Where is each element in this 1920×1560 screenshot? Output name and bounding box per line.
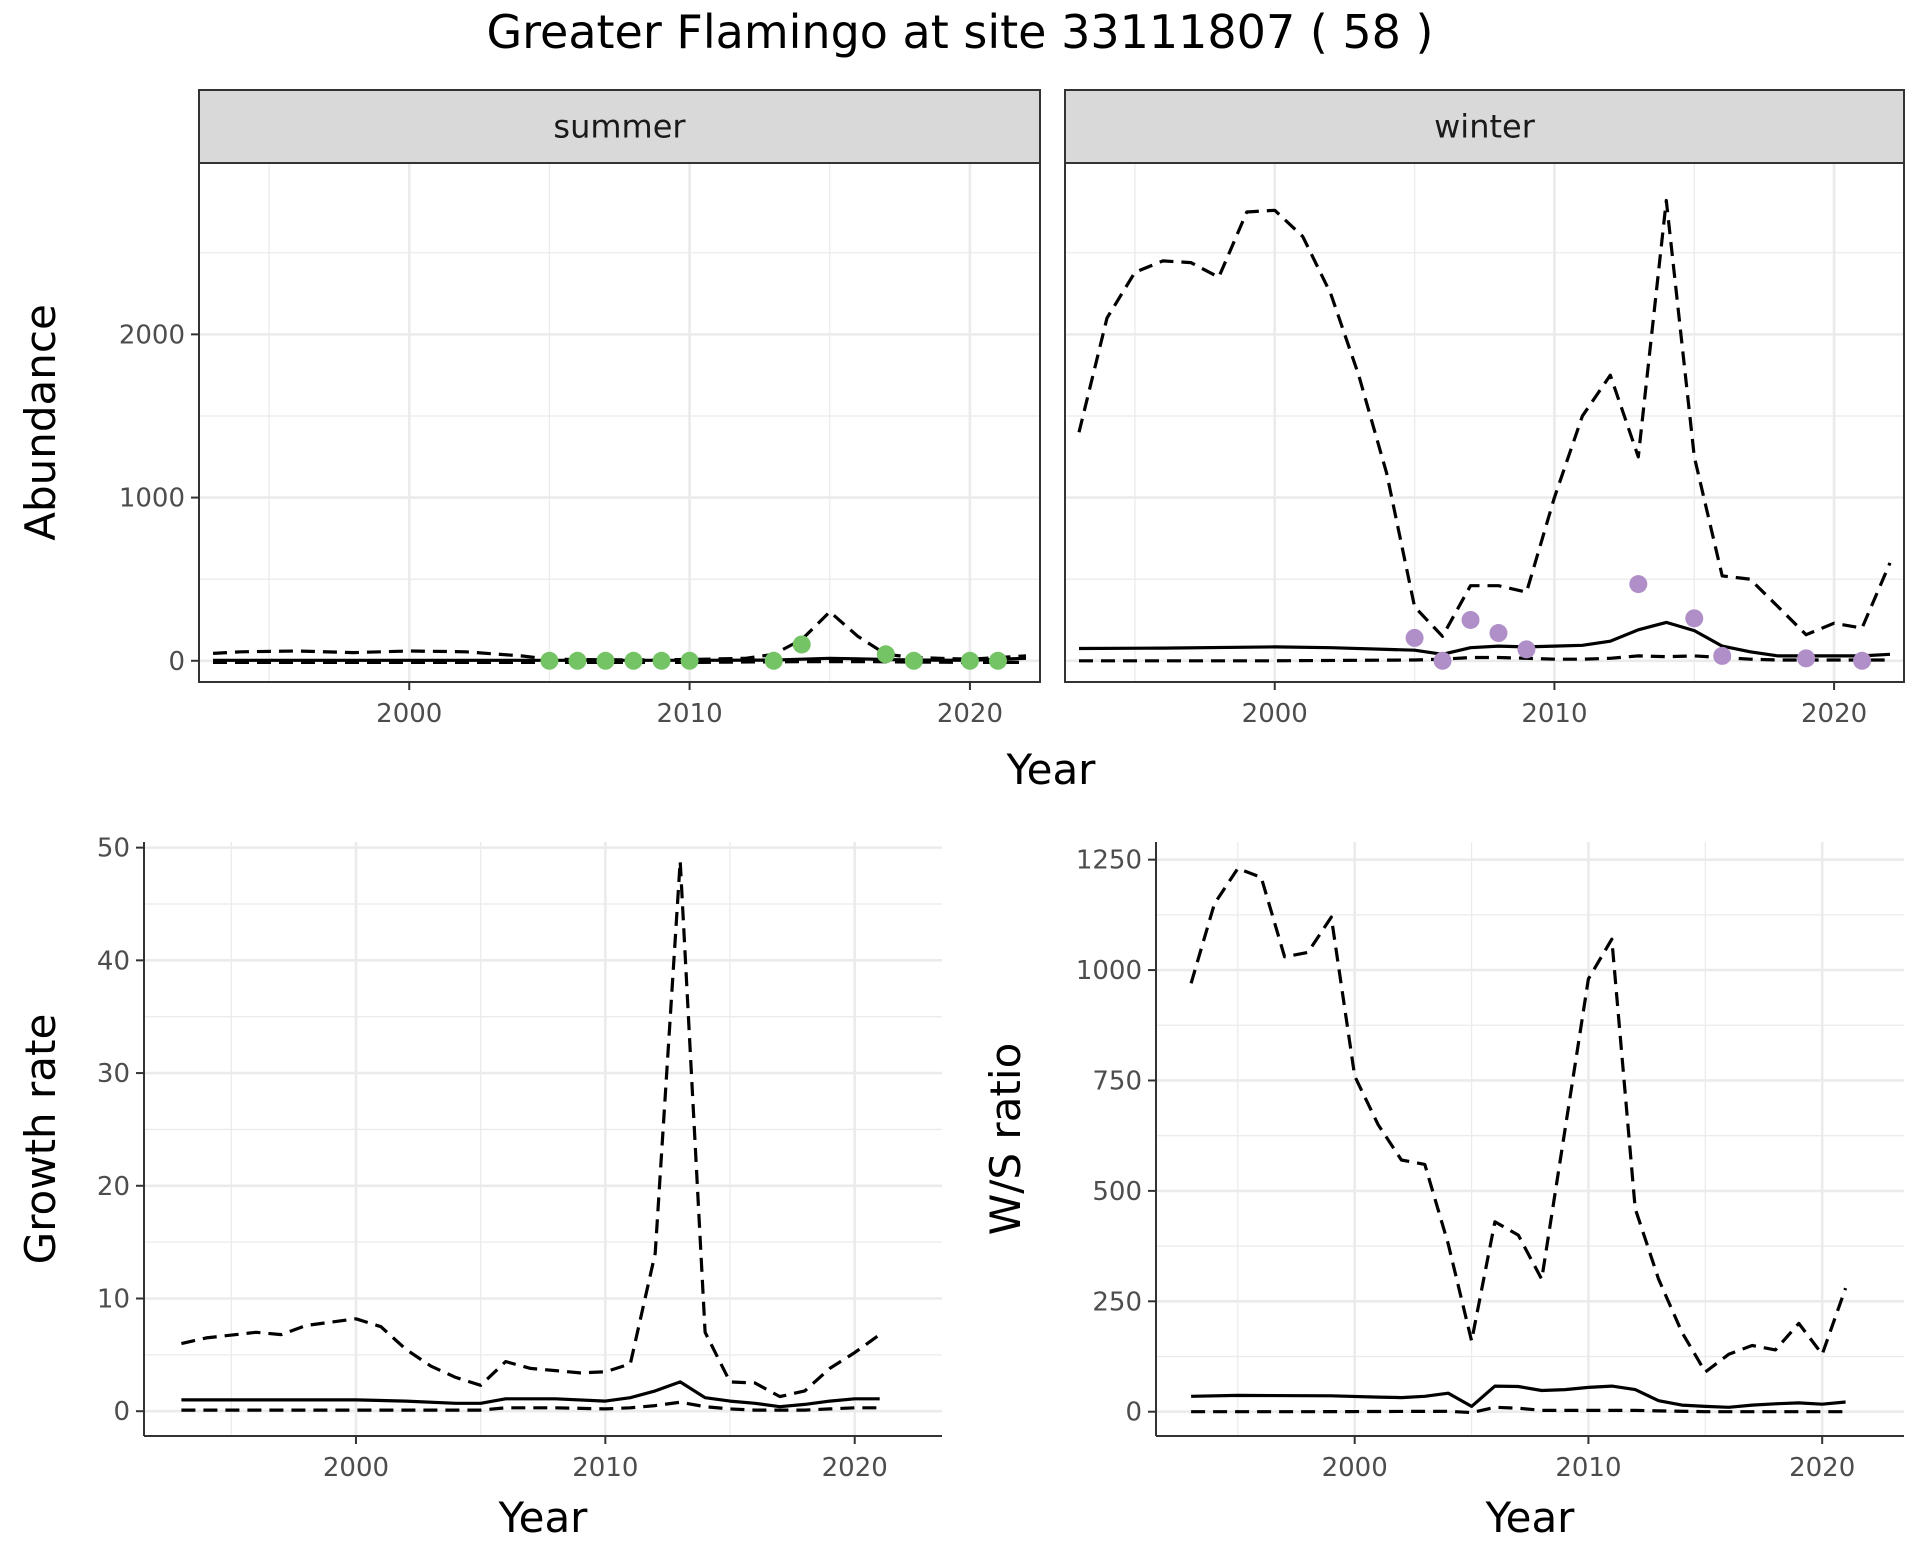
data-point — [904, 651, 923, 670]
data-point — [876, 645, 895, 664]
data-point — [960, 651, 979, 670]
x-tick-label: 2020 — [1789, 1453, 1855, 1483]
x-tick-label: 2020 — [1801, 699, 1867, 729]
series-line-solid — [181, 1380, 880, 1409]
x-tick-label: 2020 — [937, 699, 1003, 729]
x-tick-label: 2000 — [1242, 699, 1308, 729]
figure-title: Greater Flamingo at site 33111807 ( 58 ) — [486, 5, 1433, 59]
data-point — [652, 651, 671, 670]
y-tick-label: 30 — [97, 1059, 130, 1089]
data-point — [1489, 624, 1508, 643]
data-point — [1853, 651, 1872, 670]
panel-background — [1156, 842, 1904, 1436]
y-tick-label: 10 — [97, 1284, 130, 1314]
y-tick-label: 2000 — [119, 320, 185, 350]
series-line-solid — [1078, 620, 1891, 658]
y-tick-label: 750 — [1092, 1066, 1142, 1096]
facet-strip — [1064, 89, 1905, 164]
x-tick-label: 2020 — [822, 1453, 888, 1483]
series-line-dashed-1 — [181, 859, 881, 1399]
y-tick-label: 500 — [1092, 1177, 1142, 1207]
data-point — [568, 651, 587, 670]
data-point — [596, 651, 615, 670]
y-tick-label: 250 — [1092, 1287, 1142, 1317]
x-axis-title: Year — [498, 1493, 589, 1542]
data-point — [1797, 649, 1816, 668]
series-line-dashed-1 — [1189, 866, 1848, 1374]
data-point — [1405, 628, 1424, 647]
data-point — [1713, 646, 1732, 665]
facet-strip — [198, 89, 1041, 164]
y-axis-title: W/S ratio — [981, 1043, 1030, 1236]
series-line-dashed-1 — [1077, 198, 1892, 638]
data-point — [764, 651, 783, 670]
data-point — [680, 651, 699, 670]
x-tick-label: 2000 — [1322, 1453, 1388, 1483]
y-tick-label: 1000 — [1076, 956, 1142, 986]
x-tick-label: 2010 — [1555, 1453, 1621, 1483]
y-tick-label: 20 — [97, 1172, 130, 1202]
y-tick-label: 0 — [113, 1397, 130, 1427]
x-axis-title-top: Year — [1006, 745, 1097, 794]
data-point — [1629, 575, 1648, 594]
data-point — [792, 635, 811, 654]
panel-background — [199, 163, 1040, 682]
data-point — [988, 651, 1007, 670]
summer-abundance-panel: summer 2000 2010 2020 0 1000 2000 Abundance Year — [16, 89, 1097, 794]
winter-abundance-panel: winter 2000 2010 2020 — [1064, 89, 1905, 729]
data-point — [1685, 609, 1704, 628]
facet-strip-label: summer — [553, 108, 686, 146]
x-tick-label: 2010 — [572, 1453, 638, 1483]
panel-background — [144, 842, 942, 1436]
y-tick-label: 1000 — [119, 484, 185, 514]
data-point — [624, 651, 643, 670]
series-line-dashed-1 — [212, 610, 1027, 662]
x-tick-label: 2000 — [323, 1453, 389, 1483]
facet-strip-label: winter — [1434, 108, 1536, 146]
y-tick-label: 0 — [1125, 1398, 1142, 1428]
panel-background — [1065, 163, 1904, 682]
series-line-dashed-2 — [1191, 1405, 1846, 1415]
growth-rate-panel: 2000 2010 2020 0 10 20 30 40 50 Growth rate Year — [16, 834, 942, 1542]
data-point — [540, 651, 559, 670]
y-tick-label: 0 — [168, 647, 185, 677]
y-tick-label: 40 — [97, 946, 130, 976]
y-axis-title: Abundance — [16, 304, 65, 541]
series-line-dashed-2 — [181, 1400, 880, 1412]
y-tick-label: 1250 — [1076, 846, 1142, 876]
x-tick-label: 2010 — [1521, 699, 1587, 729]
y-tick-label: 50 — [97, 834, 130, 864]
x-axis-title: Year — [1485, 1493, 1576, 1542]
x-tick-label: 2010 — [656, 699, 722, 729]
series-line-solid — [1191, 1384, 1846, 1409]
ws-ratio-panel: 2000 2010 2020 0 250 500 750 1000 1250 W/S ratio Y… — [981, 842, 1904, 1542]
data-point — [1433, 651, 1452, 670]
y-axis-title: Growth rate — [16, 1014, 65, 1265]
data-point — [1517, 640, 1536, 659]
series-line-dashed-2 — [213, 660, 1026, 664]
x-tick-label: 2000 — [376, 699, 442, 729]
data-point — [1461, 610, 1480, 629]
